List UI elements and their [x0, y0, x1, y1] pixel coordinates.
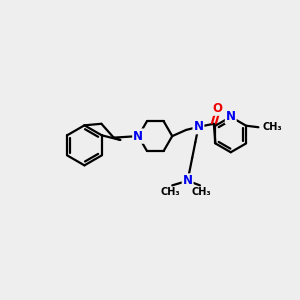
Text: N: N	[134, 130, 143, 142]
Text: CH₃: CH₃	[262, 122, 282, 132]
Text: N: N	[183, 174, 193, 187]
Text: CH₃: CH₃	[161, 187, 181, 196]
Text: O: O	[213, 102, 223, 115]
Text: N: N	[226, 110, 236, 123]
Text: N: N	[134, 130, 143, 142]
Text: N: N	[194, 120, 203, 134]
Text: CH₃: CH₃	[192, 187, 211, 196]
